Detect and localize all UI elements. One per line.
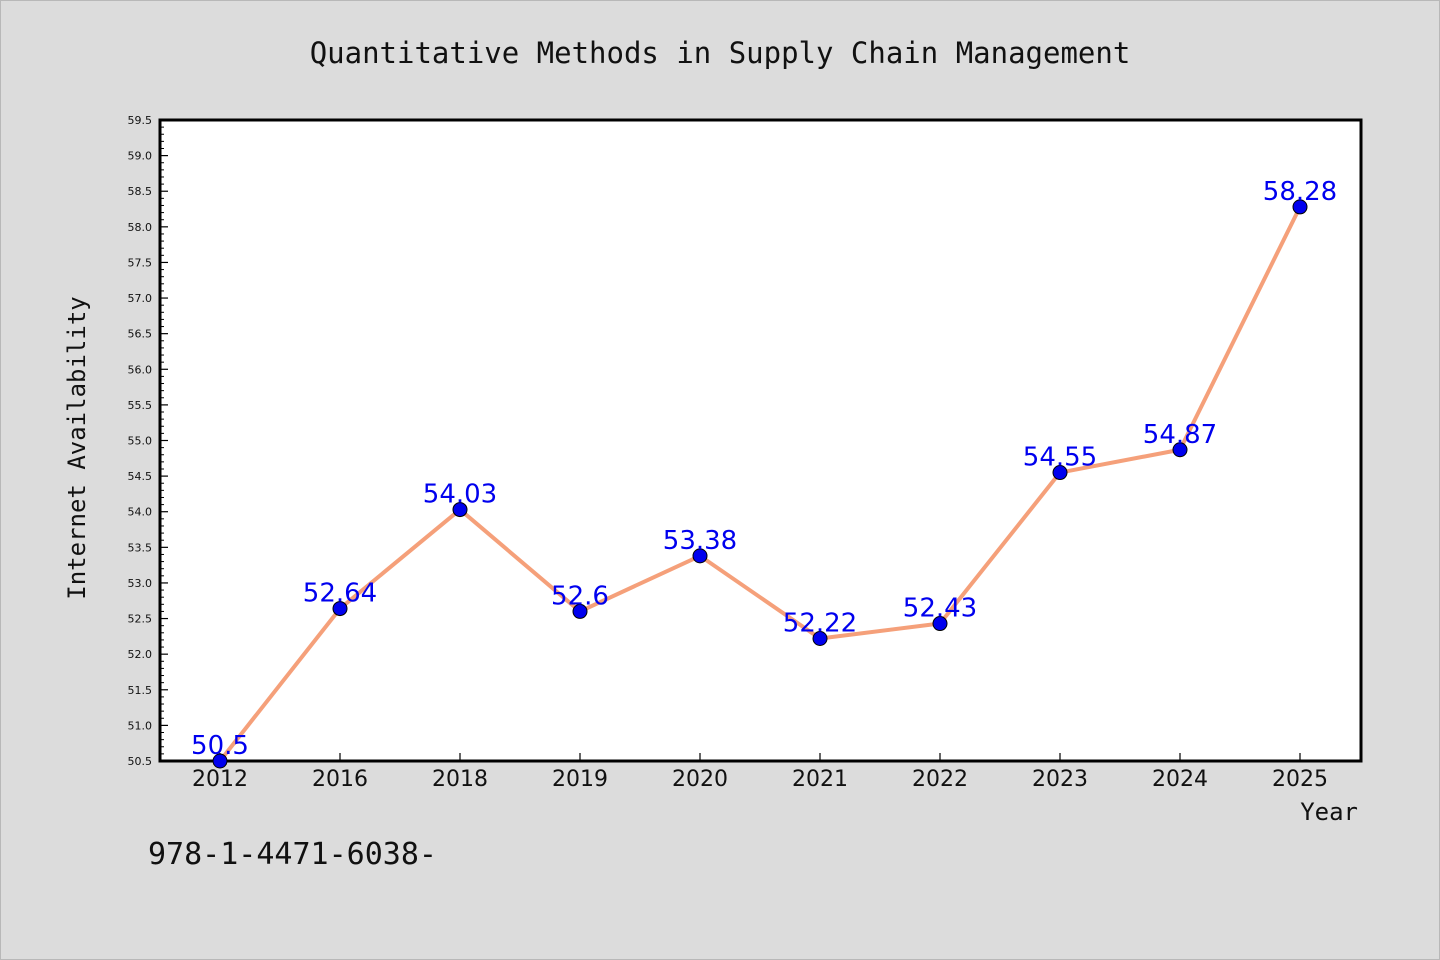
data-label: 52.43 <box>903 594 977 624</box>
y-tick-label: 59.5 <box>128 114 153 127</box>
y-tick-label: 55.0 <box>128 435 153 448</box>
data-point <box>212 753 228 769</box>
series-markers <box>212 199 1308 769</box>
data-point <box>1172 442 1188 458</box>
data-label: 53.38 <box>663 526 737 556</box>
y-axis-ticks: 50.5 51.0 51.5 52.0 52.5 53.0 53.5 54.0 54.5 55.0… <box>128 114 168 768</box>
data-label: 54.03 <box>423 480 497 510</box>
y-tick-label: 52.5 <box>128 613 153 626</box>
x-tick-label: 2021 <box>792 767 848 792</box>
data-labels: 50.5 52.64 54.03 52.6 53.38 52.22 52.43 54.55 54… <box>191 177 1337 761</box>
data-point <box>1052 465 1068 481</box>
x-tick-label: 2018 <box>432 767 488 792</box>
x-tick-label: 2019 <box>552 767 608 792</box>
x-tick-label: 2020 <box>672 767 728 792</box>
y-tick-label: 58.5 <box>128 185 153 198</box>
y-tick-label: 53.0 <box>128 577 153 590</box>
y-tick-label: 56.5 <box>128 328 153 341</box>
data-label: 52.22 <box>783 608 857 638</box>
data-label: 54.87 <box>1143 420 1217 450</box>
y-tick-label: 56.0 <box>128 363 153 376</box>
x-axis-ticks: 2012 2016 2018 2019 2020 2021 2022 2023 2024 2025 <box>192 753 1328 792</box>
plot-area <box>158 118 1363 763</box>
y-tick-label: 57.5 <box>128 256 153 269</box>
y-tick-label: 53.5 <box>128 541 153 554</box>
x-tick-label: 2016 <box>312 767 368 792</box>
y-tick-label: 50.5 <box>128 755 153 768</box>
data-point <box>1292 199 1308 215</box>
x-tick-label: 2022 <box>912 767 968 792</box>
footer-code: 978-1-4471-6038- <box>148 837 437 872</box>
x-tick-label: 2012 <box>192 767 248 792</box>
y-tick-label: 54.5 <box>128 470 153 483</box>
y-tick-label: 52.0 <box>128 648 153 661</box>
y-tick-label: 51.0 <box>128 719 153 732</box>
y-tick-label: 55.5 <box>128 399 153 412</box>
data-point <box>572 603 588 619</box>
y-tick-label: 51.5 <box>128 684 153 697</box>
y-axis-label: Internet Availability <box>63 296 91 599</box>
data-point <box>332 601 348 617</box>
y-tick-label: 57.0 <box>128 292 153 305</box>
data-label: 58.28 <box>1263 177 1337 207</box>
series-line <box>218 206 1302 763</box>
chart-title: Quantitative Methods in Supply Chain Man… <box>310 36 1131 70</box>
data-point <box>932 616 948 632</box>
y-tick-label: 59.0 <box>128 150 153 163</box>
data-label: 52.64 <box>303 579 377 609</box>
x-tick-label: 2024 <box>1152 767 1208 792</box>
y-tick-label: 58.0 <box>128 221 153 234</box>
x-tick-label: 2025 <box>1272 767 1328 792</box>
y-tick-label: 54.0 <box>128 506 153 519</box>
data-label: 50.5 <box>191 731 249 761</box>
data-label: 52.6 <box>551 581 609 611</box>
data-point <box>692 548 708 564</box>
x-tick-label: 2023 <box>1032 767 1088 792</box>
data-point <box>812 630 828 646</box>
data-label: 54.55 <box>1023 443 1097 473</box>
x-axis-label: Year <box>1300 798 1358 826</box>
data-point <box>452 502 468 518</box>
